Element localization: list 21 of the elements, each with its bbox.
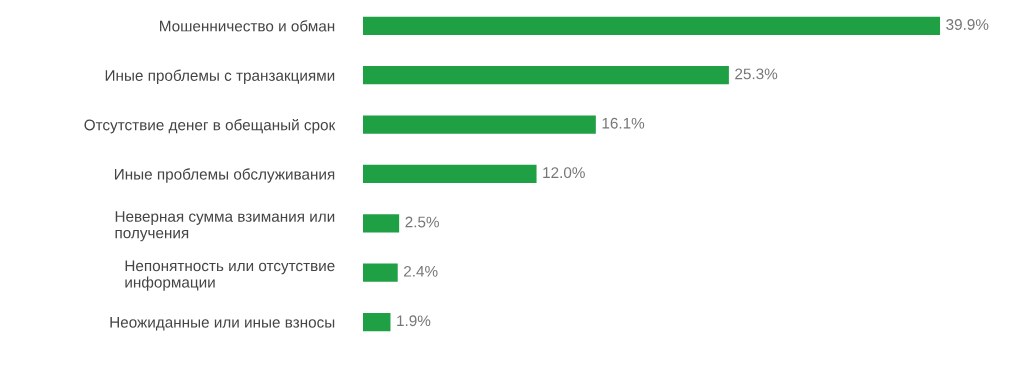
bar (363, 16, 941, 35)
data-label: 2.5% (405, 216, 439, 228)
bar (363, 164, 537, 184)
data-label: 16.1% (602, 117, 645, 129)
bar (363, 66, 729, 85)
y-tick-label: Мошенничество и обман (160, 20, 335, 32)
y-tick-label: Неверная сумма взимания или получения (115, 211, 335, 242)
y-tick-label: Иные проблемы с транзакциями (105, 69, 335, 84)
data-label: 2.4% (404, 265, 438, 277)
y-tick-label: Отсутствие денег в обещаный срок (84, 118, 336, 134)
bar (363, 263, 398, 282)
y-tick-label: Неожиданные или иные взносы (110, 317, 335, 331)
data-label: 25.3% (735, 68, 778, 80)
bar (363, 214, 400, 233)
bar (363, 312, 391, 332)
y-tick-label: Иные проблемы обслуживания (114, 168, 335, 183)
data-label: 39.9% (946, 19, 989, 30)
data-label: 1.9% (397, 315, 431, 327)
y-tick-label: Непонятность или отсутствие информации (125, 260, 335, 291)
data-label: 12.0% (543, 167, 585, 179)
bar (363, 115, 596, 134)
